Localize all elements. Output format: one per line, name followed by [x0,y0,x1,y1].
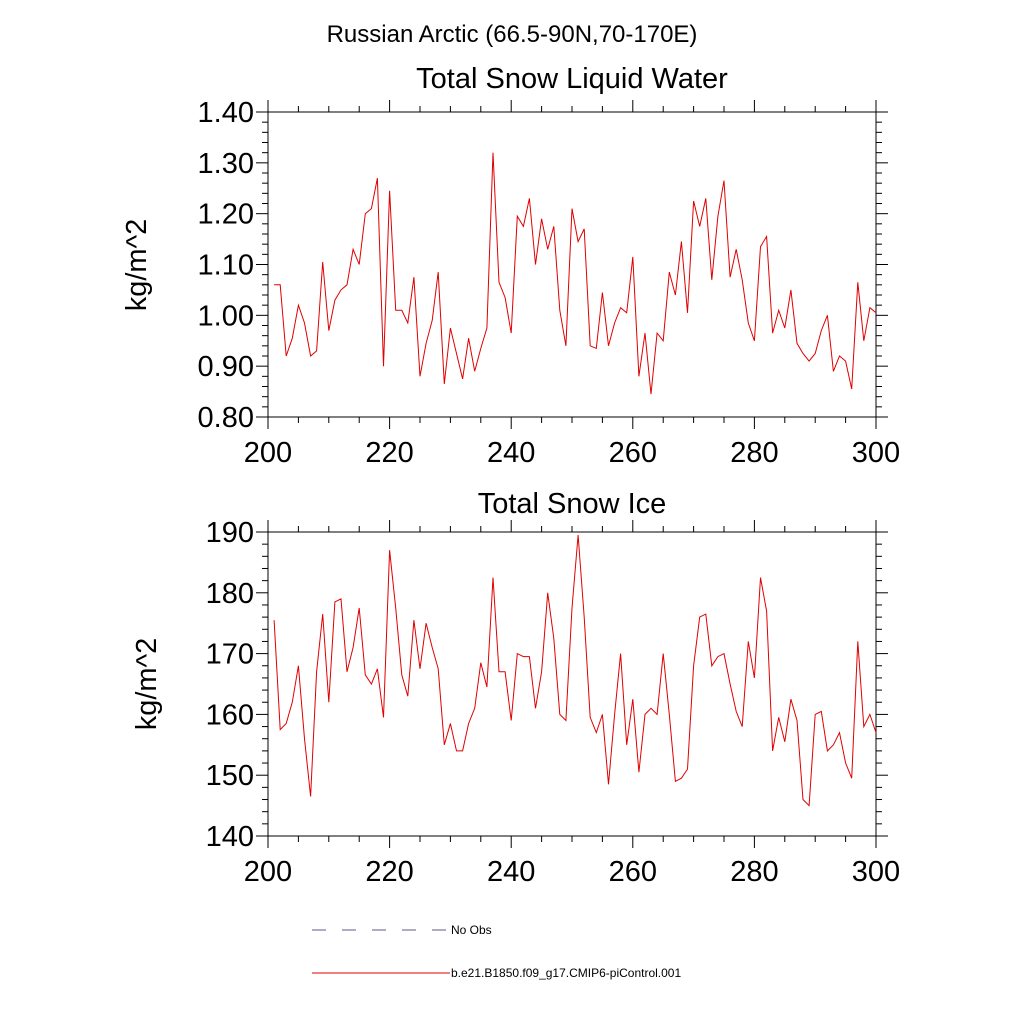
x-tick-label: 260 [609,437,657,469]
y-tick-label: 150 [206,760,254,792]
legend: No Obs b.e21.B1850.f09_g17.CMIP6-piContr… [312,923,681,980]
x-tick-labels: 200 220 240 260 280 300 [244,437,900,469]
panel-snow-ice: Total Snow Ice 140 150 160 170 180 190 200 220… [131,488,900,888]
x-tick-label: 260 [609,856,657,888]
y-tick-label: 0.90 [198,351,254,383]
x-tick-label: 300 [852,437,900,469]
y-tick-label: 1.10 [198,250,254,282]
figure-suptitle: Russian Arctic (66.5-90N,70-170E) [327,21,698,48]
y-axis-label: kg/m^2 [131,638,163,731]
y-tick-label: 1.20 [198,199,254,231]
y-tick-label: 180 [206,578,254,610]
y-tick-label: 190 [206,517,254,549]
x-tick-label: 200 [244,437,292,469]
tick-marks [256,100,888,429]
y-tick-label: 1.40 [198,97,254,129]
x-tick-label: 240 [487,856,535,888]
y-tick-label: 170 [206,639,254,671]
legend-label-no-obs: No Obs [451,923,492,937]
y-axis-label: kg/m^2 [121,219,153,312]
x-tick-labels: 200 220 240 260 280 300 [244,856,900,888]
x-tick-label: 300 [852,856,900,888]
x-tick-label: 220 [365,856,413,888]
y-tick-label: 1.30 [198,148,254,180]
x-tick-label: 200 [244,856,292,888]
panel-title: Total Snow Liquid Water [416,63,728,95]
x-tick-label: 280 [730,437,778,469]
series-line-piControl [274,152,877,395]
tick-marks [256,520,888,848]
y-tick-label: 140 [206,821,254,853]
y-tick-label: 0.80 [198,402,254,434]
panel-title: Total Snow Ice [478,488,667,520]
panel-snow-liquid-water: Total Snow Liquid Water 0.80 0.90 1.00 1.10… [121,63,900,469]
x-tick-label: 280 [730,856,778,888]
plot-frame [267,531,877,837]
y-tick-labels: 0.80 0.90 1.00 1.10 1.20 1.30 1.40 [198,97,254,434]
legend-label-picontrol: b.e21.B1850.f09_g17.CMIP6-piControl.001 [451,966,681,980]
y-tick-label: 160 [206,699,254,731]
x-tick-label: 240 [487,437,535,469]
series-line-piControl [273,534,877,807]
y-tick-labels: 140 150 160 170 180 190 [206,517,254,853]
y-tick-label: 1.00 [198,300,254,332]
x-tick-label: 220 [365,437,413,469]
